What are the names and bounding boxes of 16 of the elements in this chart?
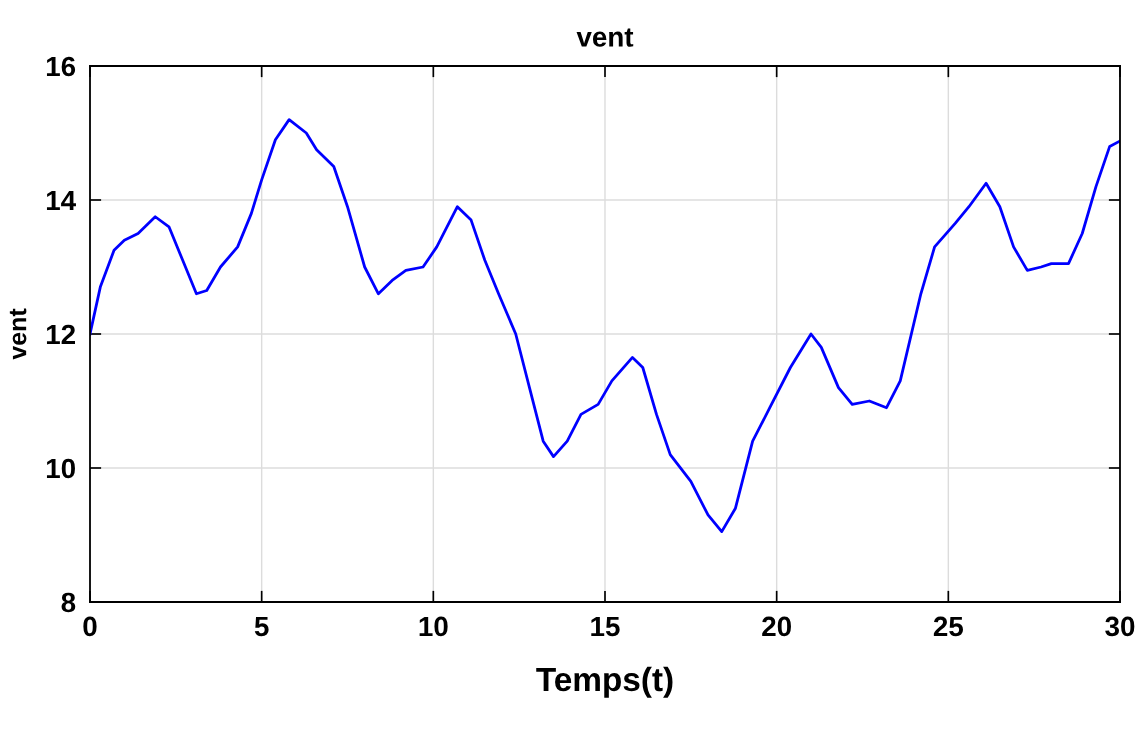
x-axis-title: Temps(t) xyxy=(536,666,673,698)
x-tick-label: 20 xyxy=(762,616,791,637)
line-series xyxy=(90,118,1120,534)
y-tick-label: 8 xyxy=(61,592,76,613)
y-tick-label: 16 xyxy=(46,56,76,77)
x-tick-label: 0 xyxy=(83,616,97,637)
x-tick-label: 25 xyxy=(933,616,964,637)
y-axis-title: vent xyxy=(9,308,27,360)
y-tick-label: 12 xyxy=(46,324,75,345)
x-tick-label: 15 xyxy=(591,616,620,637)
chart-title: vent xyxy=(576,28,634,47)
y-tick-label: 10 xyxy=(46,458,75,479)
y-tick-label: 14 xyxy=(46,190,76,211)
x-tick-label: 10 xyxy=(419,616,448,637)
x-tick-label: 30 xyxy=(1105,616,1135,637)
x-tick-label: 5 xyxy=(254,616,269,637)
